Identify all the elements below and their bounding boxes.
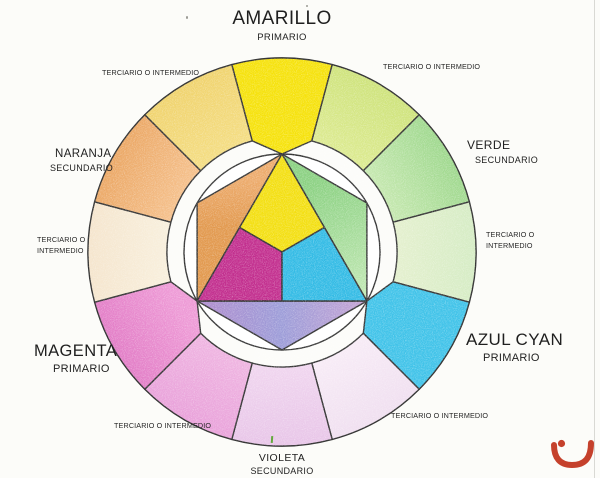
scan-speck <box>186 16 188 19</box>
label-terciario-right-line2: INTERMEDIO <box>486 241 533 251</box>
brand-bowl-stroke <box>551 440 594 469</box>
label-terciario-left-line2: INTERMEDIO <box>37 246 84 256</box>
label-terciario-right-line1: TERCIARIO O <box>486 230 535 239</box>
label-terciario-bottom-right: TERCIARIO O INTERMEDIO <box>391 411 489 420</box>
label-azul-cyan-title: AZUL CYAN <box>466 330 564 349</box>
label-terciario-top-left: TERCIARIO O INTERMEDIO <box>102 68 200 77</box>
label-naranja-title: NARANJA <box>55 148 112 160</box>
label-magenta-title: MAGENTA <box>34 342 118 360</box>
label-magenta-subtitle: PRIMARIO <box>53 362 110 375</box>
label-verde: VERDE SECUNDARIO <box>467 138 539 165</box>
label-amarillo-subtitle: PRIMARIO <box>257 31 307 43</box>
label-naranja-subtitle: SECUNDARIO <box>50 163 114 174</box>
label-naranja: NARANJA SECUNDARIO <box>50 148 113 174</box>
label-terciario-left-line1: TERCIARIO O <box>37 235 86 244</box>
label-amarillo-title: AMARILLO <box>232 8 332 29</box>
label-terciario-right: TERCIARIO O INTERMEDIO <box>486 229 534 251</box>
label-violeta: VIOLETA SECUNDARIO <box>212 452 352 476</box>
label-terciario-bottom-left: TERCIARIO O INTERMEDIO <box>114 421 212 430</box>
label-terciario-top-right: TERCIARIO O INTERMEDIO <box>383 62 481 71</box>
brand-watermark-glyph <box>551 439 594 469</box>
label-azul-cyan: AZUL CYAN PRIMARIO <box>466 330 563 364</box>
label-violeta-title: VIOLETA <box>258 452 306 464</box>
brand-dot <box>557 439 566 448</box>
page-edge-line <box>594 0 595 478</box>
label-magenta: MAGENTA PRIMARIO <box>34 342 117 376</box>
scan-speck <box>306 5 308 7</box>
label-amarillo: AMARILLO PRIMARIO <box>182 8 382 44</box>
label-verde-subtitle: SECUNDARIO <box>475 154 539 165</box>
label-verde-title: VERDE <box>467 138 511 152</box>
label-terciario-left: TERCIARIO O INTERMEDIO <box>37 234 85 256</box>
label-azul-cyan-subtitle: PRIMARIO <box>483 351 540 364</box>
label-violeta-subtitle: SECUNDARIO <box>250 466 314 477</box>
